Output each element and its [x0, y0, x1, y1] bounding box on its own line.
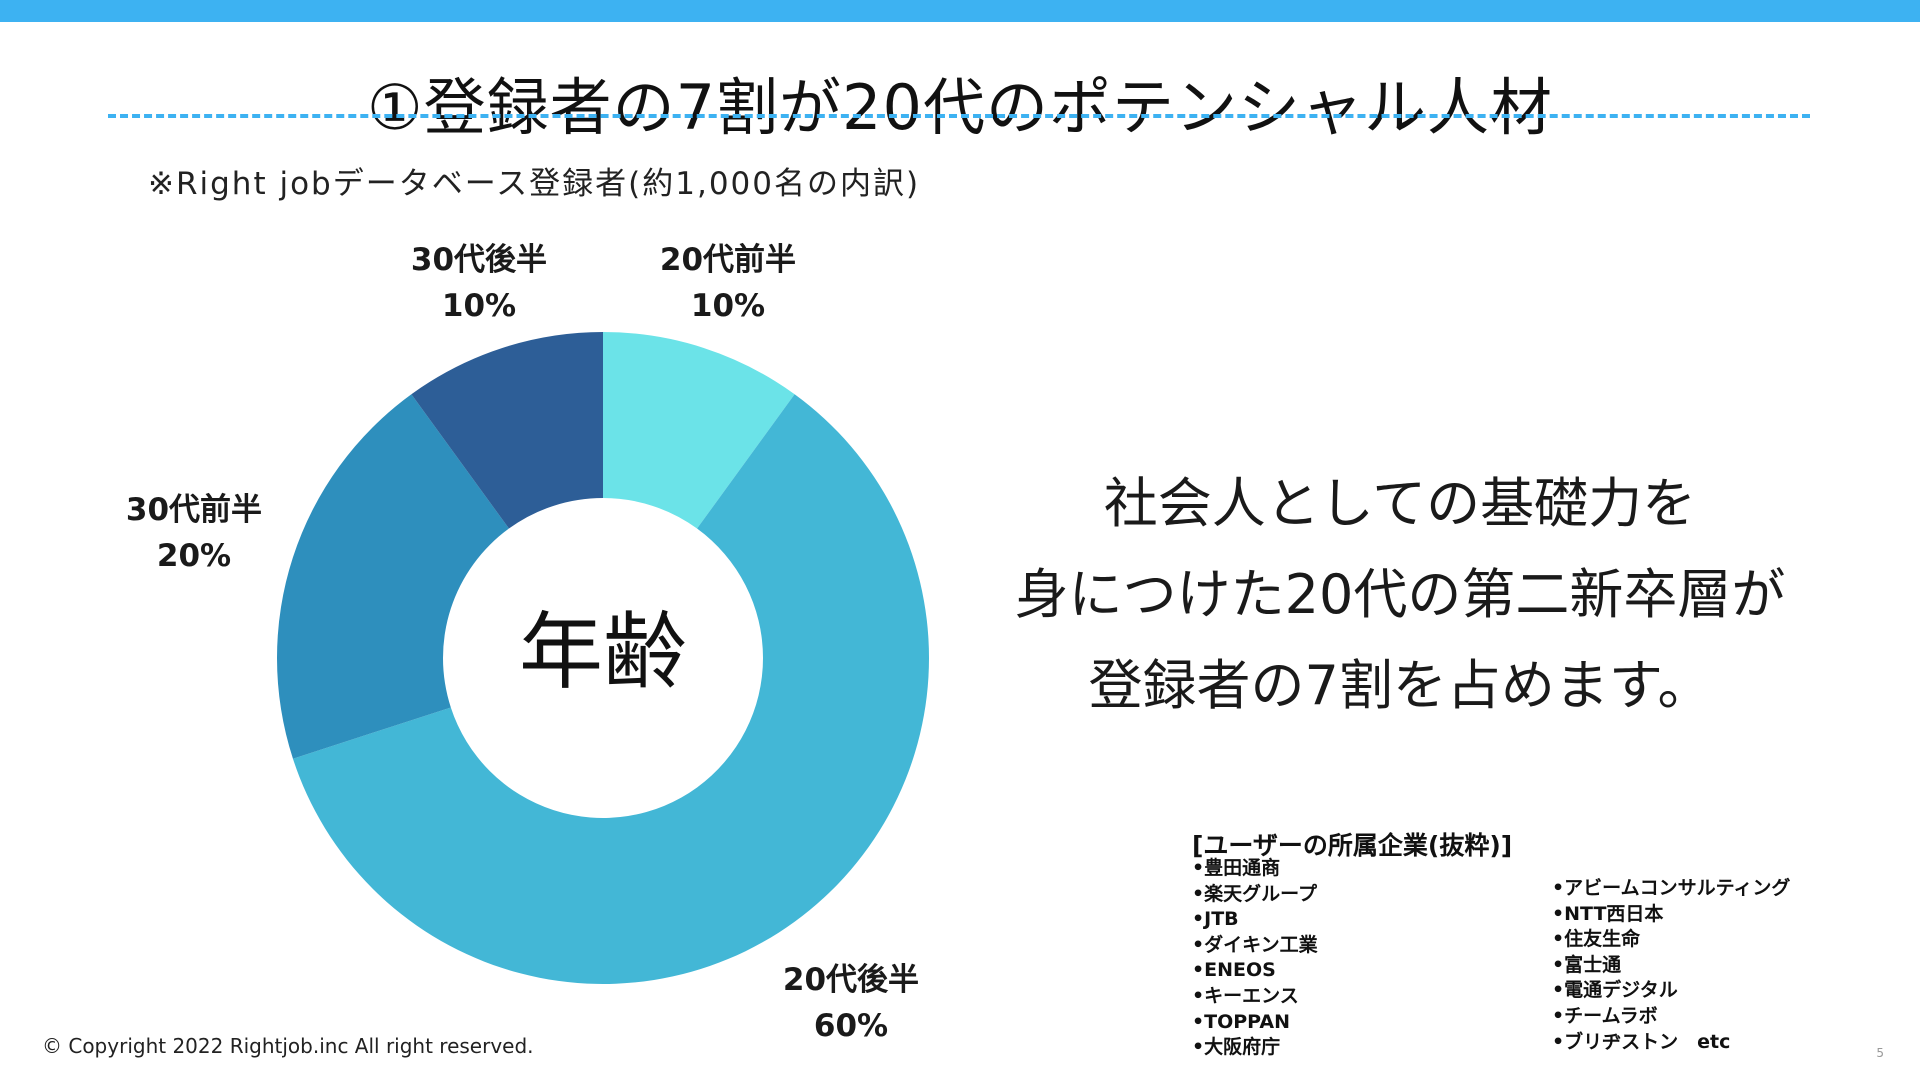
- company-item: •富士通: [1552, 953, 1622, 976]
- company-list-left: •豊田通商 •楽天グループ •JTB •ダイキン工業 •ENEOS •キーエンス…: [1192, 856, 1318, 1061]
- title-divider: [108, 114, 1810, 118]
- company-item: •豊田通商: [1192, 857, 1281, 879]
- statement-line: 身につけた20代の第二新卒層が: [1014, 563, 1786, 626]
- slice-category-label: 30代前半: [126, 492, 262, 528]
- slice-value-label: 20%: [157, 538, 231, 574]
- company-item: •キーエンス: [1192, 984, 1299, 1007]
- copyright-notice: © Copyright 2022 Rightjob.inc All right …: [42, 1034, 534, 1058]
- donut-slices: [277, 332, 929, 985]
- statement-line: 社会人としての基礎力を: [1103, 472, 1697, 535]
- company-item: •大阪府庁: [1192, 1036, 1281, 1059]
- company-item: •アビームコンサルティング: [1552, 877, 1791, 899]
- page-title: ①登録者の7割が20代のポテンシャル人材: [367, 70, 1553, 144]
- company-item: •住友生命: [1552, 928, 1641, 951]
- top-accent-bar: [0, 0, 1920, 22]
- slice-labels: 20代前半 10% 20代後半 60% 30代前半 20% 30代後半 10%: [126, 242, 919, 1044]
- company-item: •NTT西日本: [1552, 902, 1664, 925]
- key-statement: 社会人としての基礎力を 身につけた20代の第二新卒層が 登録者の7割を占めます。: [970, 458, 1830, 731]
- company-item: •ブリヂストン etc: [1552, 1030, 1731, 1053]
- donut-slice-3: [277, 394, 509, 759]
- company-list-right: •アビームコンサルティング •NTT西日本 •住友生命 •富士通 •電通デジタル…: [1552, 876, 1790, 1055]
- slice-category-label: 20代前半: [660, 242, 796, 278]
- slice-value-label: 60%: [814, 1008, 888, 1044]
- slice-category-label: 20代後半: [783, 962, 919, 998]
- company-item: •ENEOS: [1192, 959, 1276, 982]
- company-item: •チームラボ: [1552, 1004, 1658, 1027]
- statement-line: 登録者の7割を占めます。: [1088, 654, 1712, 717]
- donut-slice-4: [411, 332, 603, 529]
- donut-slice-1: [603, 332, 795, 529]
- company-item: •JTB: [1192, 908, 1239, 931]
- page-number: 5: [1876, 1046, 1884, 1060]
- slice-value-label: 10%: [442, 288, 516, 324]
- company-item: •電通デジタル: [1552, 979, 1678, 1002]
- donut-slice-2: [292, 394, 929, 985]
- chart-subtitle: ※Right jobデータベース登録者(約1,000名の内訳): [148, 166, 921, 202]
- slice-category-label: 30代後半: [411, 242, 547, 278]
- donut-center-label: 年齢: [519, 603, 687, 701]
- company-item: •楽天グループ: [1192, 882, 1318, 905]
- companies-heading: [ユーザーの所属企業(抜粋)]: [1192, 831, 1513, 860]
- slice-value-label: 10%: [691, 288, 765, 324]
- age-donut-chart: 20代前半 10% 20代後半 60% 30代前半 20% 30代後半 10% 年齢: [126, 242, 929, 1044]
- company-item: •ダイキン工業: [1192, 933, 1318, 956]
- company-item: •TOPPAN: [1192, 1010, 1290, 1033]
